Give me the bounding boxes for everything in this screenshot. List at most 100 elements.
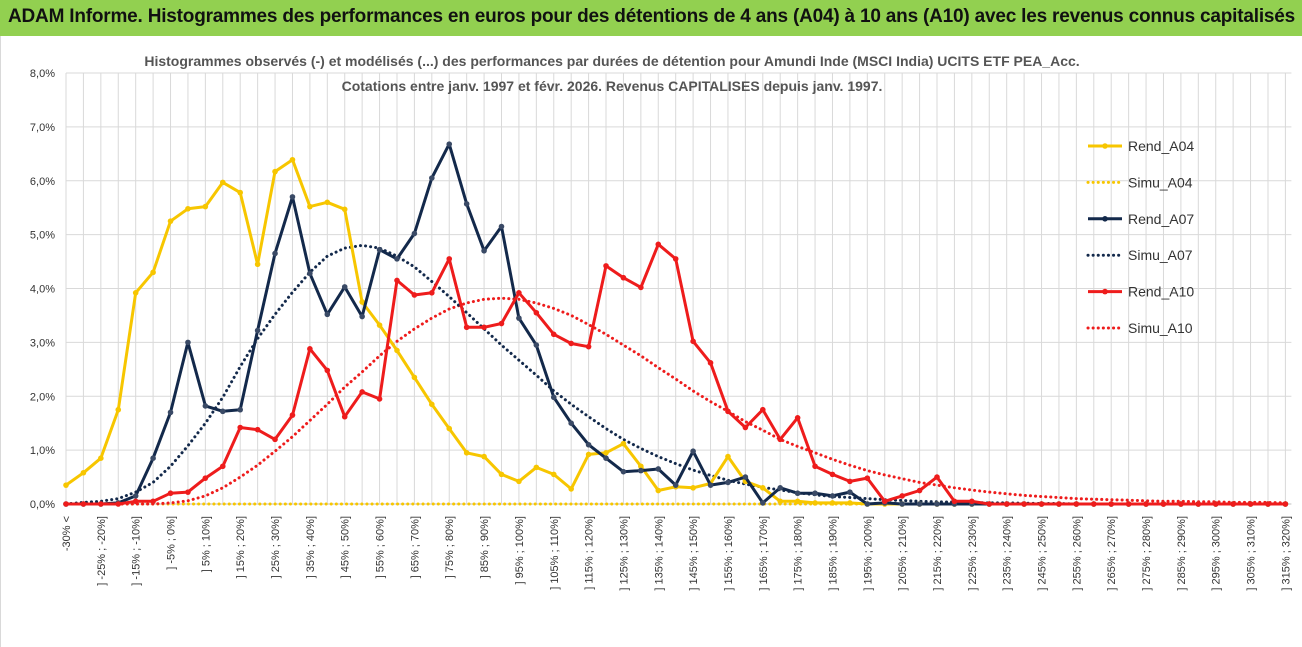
legend-label: Simu_A04 <box>1128 174 1193 190</box>
data-point-rend_a10 <box>98 501 104 507</box>
data-point-rend_a10 <box>272 436 278 443</box>
data-point-rend_a10 <box>829 471 836 478</box>
data-point-rend_a10 <box>498 320 505 327</box>
x-tick-label: ] 275% ; 280%] <box>1141 516 1153 591</box>
data-point-rend_a10 <box>463 324 470 331</box>
x-tick-label: ] 295% ; 300%] <box>1211 516 1223 591</box>
page-title: ADAM Informe. Histogrammes des performan… <box>8 6 1296 27</box>
data-point-rend_a07 <box>603 455 609 462</box>
data-point-rend_a10 <box>1003 501 1010 507</box>
data-point-rend_a10 <box>864 475 871 481</box>
data-point-rend_a07 <box>638 467 644 474</box>
data-point-rend_a10 <box>1108 501 1114 507</box>
data-point-rend_a04 <box>603 450 609 456</box>
data-point-rend_a04 <box>359 299 365 305</box>
data-point-rend_a07 <box>376 246 383 253</box>
x-tick-label: ] 255% ; 260%] <box>1071 516 1083 591</box>
data-point-rend_a07 <box>446 141 453 147</box>
data-point-rend_a10 <box>1230 501 1236 507</box>
y-tick-label: 7,0% <box>30 122 55 134</box>
data-point-rend_a10 <box>324 367 331 374</box>
x-tick-label: ] 155% ; 160%] <box>723 516 735 591</box>
data-point-rend_a10 <box>63 501 69 507</box>
x-tick-label: ] 65% ; 70%] <box>409 516 421 578</box>
data-point-rend_a07 <box>516 315 522 321</box>
x-tick-label: ] 5% ; 10%] <box>200 516 212 572</box>
legend-marker <box>1102 143 1108 149</box>
x-tick-label: ] 105% ; 110%] <box>549 516 561 590</box>
data-point-rend_a10 <box>446 256 453 262</box>
y-tick-label: 5,0% <box>30 230 55 242</box>
data-point-rend_a10 <box>620 274 627 281</box>
data-point-rend_a10 <box>916 487 923 494</box>
data-point-rend_a07 <box>359 313 365 320</box>
data-point-rend_a10 <box>1125 501 1132 507</box>
data-point-rend_a07 <box>585 441 592 448</box>
data-point-rend_a04 <box>376 322 383 328</box>
data-point-rend_a04 <box>254 261 261 268</box>
data-point-rend_a04 <box>324 199 331 206</box>
data-point-rend_a10 <box>1160 501 1167 507</box>
data-point-rend_a07 <box>690 448 696 455</box>
x-tick-label: ] 145% ; 150%] <box>688 516 700 591</box>
x-tick-label: ] 195% ; 200%] <box>862 516 874 591</box>
data-point-rend_a07 <box>655 466 662 472</box>
data-point-rend_a10 <box>429 290 435 296</box>
series-line-simu_a10 <box>64 296 1287 506</box>
data-point-rend_a04 <box>98 455 104 462</box>
data-point-rend_a07 <box>568 420 574 426</box>
data-point-rend_a04 <box>185 205 191 212</box>
data-point-rend_a07 <box>847 489 853 495</box>
data-point-rend_a07 <box>463 201 470 207</box>
data-point-rend_a07 <box>341 284 348 290</box>
x-tick-label: ] 25% ; 30%] <box>270 516 282 578</box>
data-point-rend_a04 <box>777 498 784 505</box>
data-point-rend_a04 <box>272 168 278 175</box>
data-point-rend_a10 <box>725 408 731 415</box>
data-point-rend_a07 <box>202 403 209 409</box>
data-point-rend_a07 <box>760 500 766 506</box>
data-point-rend_a10 <box>986 501 993 507</box>
data-point-rend_a10 <box>603 263 609 269</box>
data-point-rend_a04 <box>568 486 574 492</box>
x-tick-label: ] 185% ; 190%] <box>827 516 839 591</box>
data-point-rend_a10 <box>585 343 592 350</box>
data-point-rend_a10 <box>254 426 261 433</box>
data-point-rend_a10 <box>1038 501 1045 507</box>
data-point-rend_a04 <box>63 482 69 488</box>
data-point-rend_a10 <box>1073 501 1080 507</box>
y-tick-label: 4,0% <box>30 284 55 296</box>
data-point-rend_a10 <box>638 284 644 291</box>
data-point-rend_a04 <box>533 464 540 471</box>
y-axis-ticks: 0,0% 1,0% 2,0% 3,0% 4,0% 5,0% 6,0% 7,0% 8,0% <box>30 68 55 511</box>
x-tick-label: ] 265% ; 270%] <box>1106 516 1118 591</box>
data-point-rend_a07 <box>272 250 278 257</box>
data-point-rend_a04 <box>289 156 296 163</box>
data-point-rend_a07 <box>550 394 557 401</box>
data-point-rend_a10 <box>1178 501 1184 507</box>
data-point-rend_a10 <box>934 474 940 480</box>
legend-marker <box>1102 216 1108 222</box>
legend-label: Simu_A07 <box>1128 247 1193 263</box>
x-tick-label: ] 45% ; 50%] <box>340 516 352 578</box>
data-point-rend_a10 <box>533 309 540 316</box>
data-point-rend_a10 <box>132 498 139 505</box>
data-point-rend_a07 <box>324 311 331 318</box>
y-tick-label: 0,0% <box>30 499 55 511</box>
legend-label: Rend_A04 <box>1128 138 1194 154</box>
data-point-rend_a07 <box>237 406 243 413</box>
data-point-rend_a04 <box>132 290 139 296</box>
header-bar <box>0 0 1302 36</box>
data-point-rend_a04 <box>690 485 696 491</box>
data-point-rend_a07 <box>742 474 749 480</box>
series-group <box>63 141 1289 507</box>
y-tick-label: 3,0% <box>30 337 55 349</box>
data-point-rend_a04 <box>446 425 453 432</box>
chart-title-line-1: Histogrammes observés (-) et modélisés (… <box>144 53 1079 69</box>
data-point-rend_a07 <box>498 223 505 230</box>
data-point-rend_a04 <box>481 453 487 460</box>
x-tick-label: ] 235% ; 240%] <box>1002 516 1014 591</box>
data-point-rend_a10 <box>185 489 191 495</box>
data-point-rend_a07 <box>829 493 836 499</box>
data-point-rend_a04 <box>847 500 853 506</box>
